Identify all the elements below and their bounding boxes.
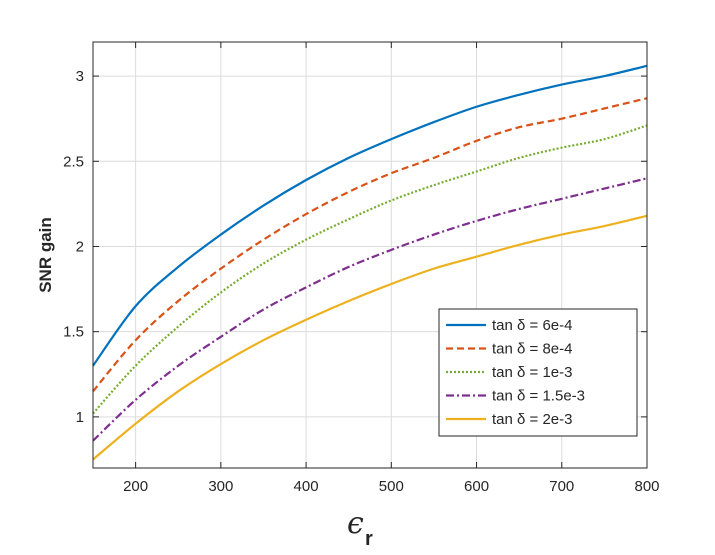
- x-axis-label-symbol: ϵ: [347, 506, 364, 541]
- x-tick-label: 400: [294, 478, 319, 495]
- series-line-5: [92, 214, 648, 461]
- legend-label-1: tan δ = 6e-4: [492, 317, 573, 334]
- ticks: [93, 42, 648, 468]
- x-tick-labels: 200 300 400 500 600 700 800: [123, 478, 659, 495]
- x-tick-label: 200: [123, 478, 148, 495]
- x-axis-label: ϵ r: [347, 506, 373, 550]
- y-tick-label: 1.5: [63, 324, 84, 341]
- y-tick-label: 2: [76, 238, 84, 255]
- series-line-4: [92, 177, 648, 442]
- y-tick-label: 1: [76, 409, 84, 426]
- y-tick-label: 2.5: [63, 153, 84, 170]
- x-axis-label-subscript: r: [365, 528, 373, 550]
- legend: tan δ = 6e-4 tan δ = 8e-4 tan δ = 1e-3 tan …: [438, 308, 638, 437]
- x-tick-label: 800: [634, 478, 659, 495]
- x-tick-label: 600: [464, 478, 489, 495]
- series-line-2: [92, 97, 648, 393]
- legend-label-2: tan δ = 8e-4: [492, 341, 573, 358]
- y-tick-label: 3: [76, 68, 84, 85]
- legend-label-3: tan δ = 1e-3: [492, 364, 573, 381]
- series-line-3: [92, 124, 648, 415]
- x-tick-label: 500: [379, 478, 404, 495]
- legend-label-5: tan δ = 2e-3: [492, 411, 573, 428]
- grid: [93, 42, 648, 468]
- x-tick-label: 700: [549, 478, 574, 495]
- x-tick-label: 300: [208, 478, 233, 495]
- series-layer: [92, 64, 648, 461]
- legend-label-4: tan δ = 1.5e-3: [492, 388, 585, 405]
- plot-frame: [92, 41, 648, 469]
- y-axis-label: SNR gain: [36, 217, 55, 293]
- y-tick-labels: 1 1.5 2 2.5 3: [63, 68, 84, 426]
- series-line-1: [92, 64, 648, 367]
